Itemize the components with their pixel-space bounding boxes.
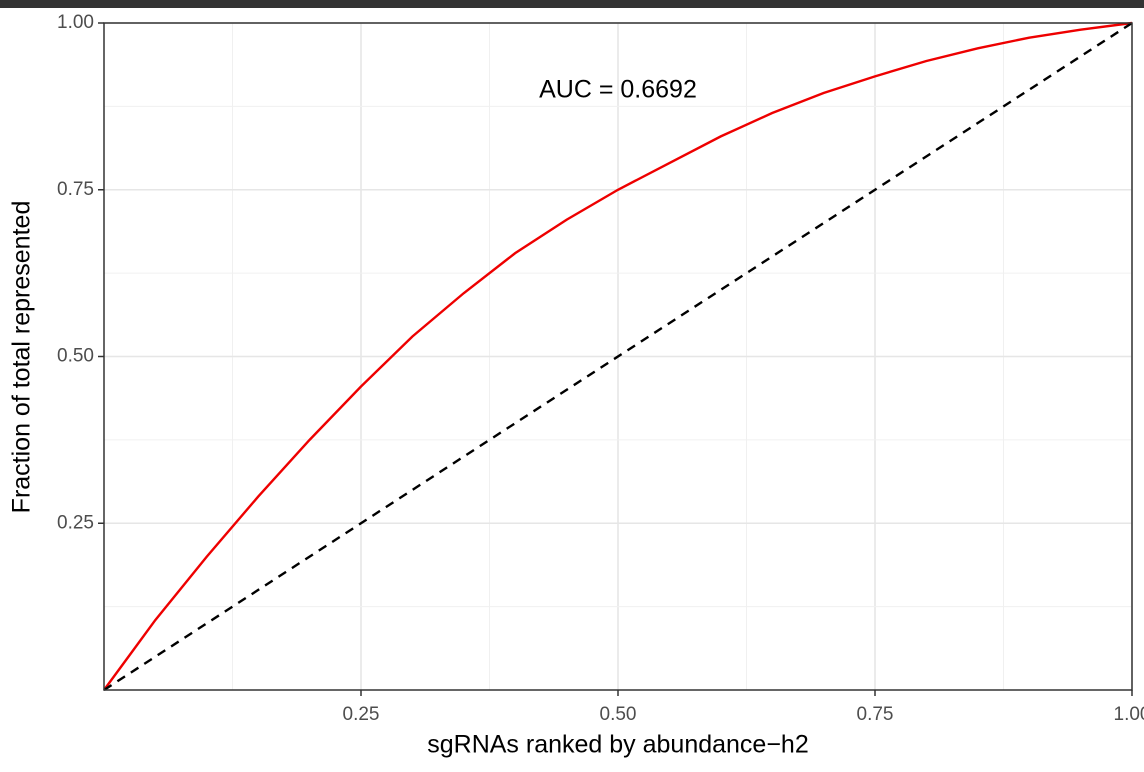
y-tick-label: 1.00 <box>57 12 94 33</box>
x-tick-label: 0.50 <box>600 704 637 725</box>
x-tick-label: 0.25 <box>343 704 380 725</box>
y-tick-label: 0.50 <box>57 346 94 367</box>
x-axis-title: sgRNAs ranked by abundance−h2 <box>427 731 809 759</box>
x-tick-label: 0.75 <box>857 704 894 725</box>
y-tick-label: 0.25 <box>57 512 94 533</box>
x-tick-label: 1.00 <box>1114 704 1144 725</box>
top-bar <box>0 0 1144 8</box>
annotation: AUC = 0.6692 <box>539 76 697 104</box>
data-line <box>103 21 1133 691</box>
y-axis-title: Fraction of total represented <box>8 201 36 514</box>
reference-line <box>103 21 1133 692</box>
plot-marks <box>103 21 1133 692</box>
y-tick-label: 0.75 <box>57 179 94 200</box>
